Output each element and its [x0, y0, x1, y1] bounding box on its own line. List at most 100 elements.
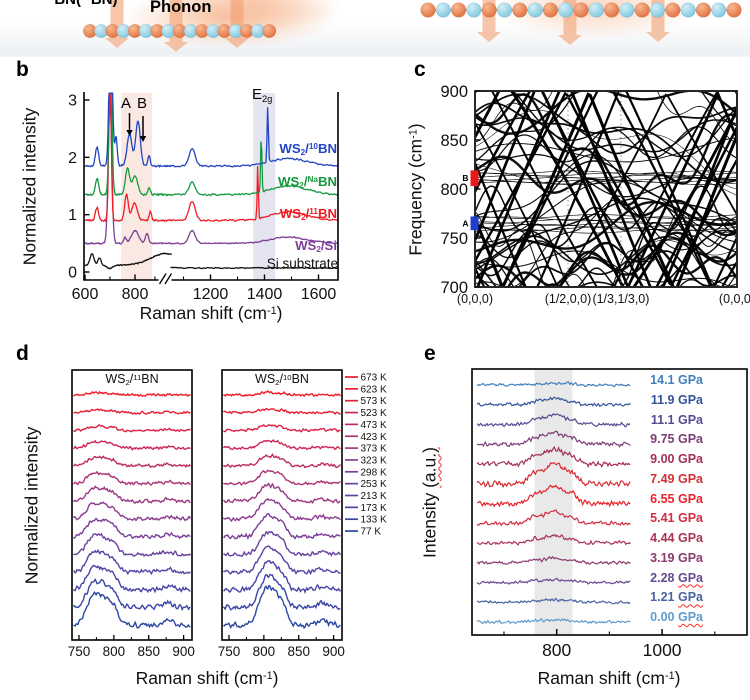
label-fragment: ) — [405, 123, 426, 130]
phonon-band-line — [476, 92, 736, 286]
atom-chain-canvas — [82, 0, 742, 52]
phonon-band-line — [476, 109, 736, 190]
tick-label: 900 — [322, 644, 345, 659]
temperature-spectrum-curve — [223, 512, 341, 540]
spectrum-curve — [170, 107, 338, 168]
boron-atom — [481, 2, 497, 18]
pressure-value: 0.00 — [650, 610, 678, 624]
label-fragment: ) — [674, 668, 681, 688]
temperature-spectrum-curve — [223, 560, 341, 595]
temperature-spectrum-curve — [73, 455, 191, 469]
temperature-spectrum-curve — [73, 548, 191, 576]
label-fragment: Si substrate — [266, 256, 338, 271]
boron-atom — [512, 2, 528, 18]
label-fragment: WS — [255, 372, 276, 386]
nitrogen-atom — [527, 2, 543, 18]
label-fragment: 2 — [275, 378, 280, 388]
label-fragment: ) — [276, 303, 283, 323]
panel-d-title-11bn: WS2/11BN — [72, 372, 192, 387]
label-fragment: -1 — [262, 670, 273, 683]
phonon-band-line — [476, 93, 736, 286]
label-fragment: /Si — [320, 238, 337, 253]
tick-label: 850 — [137, 644, 160, 659]
nitrogen-atom — [435, 2, 451, 18]
label-fragment: 2 — [299, 181, 304, 191]
temperature-spectrum-curve — [223, 482, 341, 504]
tick-label: 298 K — [361, 467, 387, 478]
tick-label: 700 — [440, 279, 468, 297]
temperature-spectrum-curve — [223, 407, 341, 415]
tick-label: 77 K — [361, 527, 382, 538]
tick-label: 900 — [440, 83, 468, 101]
tick-label: 1200 — [193, 286, 229, 303]
temperature-spectrum-curve — [223, 530, 341, 558]
tick-label: 623 K — [361, 384, 387, 395]
nitrogen-atom — [680, 2, 696, 18]
panel-c-letter: c — [414, 58, 426, 81]
pressure-value: 3.19 — [650, 550, 678, 565]
pressure-label: 7.49 GPa — [650, 472, 703, 486]
phonon-band-line — [476, 92, 736, 143]
panel-e-letter: e — [424, 342, 436, 365]
phonon-band-line — [476, 170, 736, 175]
panel-d-spectra — [223, 390, 341, 630]
mode-marker-b — [470, 170, 479, 187]
panel-a-isotope-label: 10BN(11BN) — [44, 0, 118, 8]
panel-b-letter: b — [16, 58, 29, 81]
label-fragment: BN — [317, 141, 337, 156]
boron-atom — [665, 2, 681, 18]
label-fragment: WS — [279, 141, 301, 156]
pressure-value: 11.1 — [650, 412, 678, 427]
mode-marker-a — [470, 216, 479, 231]
spectrum-curve — [84, 92, 172, 168]
temperature-spectrum-curve — [73, 591, 191, 629]
spectrum-curve — [84, 252, 173, 270]
pressure-spectrum-curve — [476, 484, 631, 508]
temperature-spectrum-curve — [223, 390, 341, 398]
spectrum-curve — [170, 229, 338, 245]
temperature-spectrum-curve — [73, 564, 191, 594]
pressure-label: 11.9 GPa — [651, 393, 703, 407]
pressure-value: 2.28 — [650, 570, 678, 585]
panel-d-title-10bn: WS2/10BN — [222, 372, 342, 388]
nitrogen-atom — [711, 2, 727, 18]
pressure-unit: GPa — [677, 373, 703, 387]
panel-e-ylabel: Intensity (a.u.) — [420, 393, 441, 613]
phonon-band-line — [476, 92, 736, 286]
temperature-spectrum-curve — [73, 532, 191, 557]
series-label: Si substrate — [267, 256, 338, 271]
pressure-spectrum-curve — [476, 381, 631, 388]
tick-label: 600 — [72, 286, 99, 303]
pressure-unit: GPa — [677, 531, 703, 545]
label-fragment: WS — [105, 372, 126, 386]
pressure-value: 9.00 — [650, 452, 678, 466]
label-fragment: / — [305, 206, 310, 221]
phonon-band-line — [476, 242, 736, 286]
boron-atom — [726, 2, 742, 18]
label-fragment: 2 — [301, 213, 306, 223]
nitrogen-atom — [558, 2, 574, 18]
chart-shape — [158, 275, 172, 285]
panel-d-letter: d — [16, 342, 29, 365]
spectrum-curve — [84, 92, 172, 197]
boron-atom — [450, 2, 467, 18]
label-fragment: E — [252, 86, 263, 103]
panel-d-ylabel: Normalized intensity — [21, 426, 42, 585]
label-fragment: Frequency (cm — [405, 138, 426, 256]
temperature-spectrum-curve — [223, 453, 341, 469]
pressure-spectrum-curve — [476, 533, 631, 546]
tick-label: 1400 — [247, 286, 283, 303]
pressure-label: 5.41 GPa — [650, 511, 703, 525]
phonon-band-line — [476, 92, 736, 286]
highlight-band — [534, 370, 573, 634]
temperature-spectrum-curve — [223, 469, 341, 486]
tick-label: 133 K — [361, 515, 387, 526]
tick-label: (1/2,0,0) — [545, 292, 592, 306]
spectrum-curve — [84, 102, 172, 246]
tick-label: 423 K — [361, 432, 387, 443]
tick-label: 673 K — [361, 373, 387, 384]
pressure-label: 0.00 GPa — [650, 610, 703, 624]
temperature-spectrum-curve — [73, 439, 191, 452]
tick-label: 1600 — [301, 286, 337, 303]
